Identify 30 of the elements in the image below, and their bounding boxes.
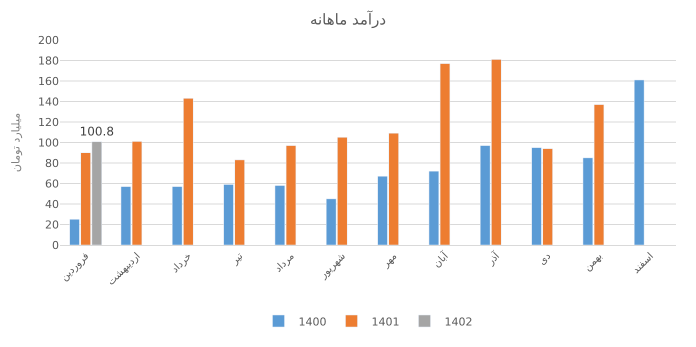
y-tick-label: 120 — [38, 116, 59, 129]
bar — [634, 80, 644, 245]
y-tick-label: 60 — [45, 177, 59, 190]
x-tick-label: فروردین — [58, 250, 92, 284]
x-tick-label: اسفند — [630, 250, 656, 276]
y-tick-label: 140 — [38, 95, 59, 108]
y-tick-label: 40 — [45, 198, 59, 211]
x-tick-label: مهر — [380, 250, 400, 270]
chart-title: درآمد ماهانه — [310, 9, 386, 28]
y-tick-label: 160 — [38, 74, 59, 88]
x-tick-label: آذر — [484, 248, 503, 268]
x-tick-label: اردیبهشت — [106, 250, 143, 288]
x-tick-label: مرداد — [272, 250, 297, 275]
legend-label: 1402 — [444, 315, 472, 328]
y-axis-title: میلیارد تومان — [10, 112, 23, 172]
legend-label: 1401 — [372, 315, 400, 328]
y-tick-label: 0 — [52, 238, 59, 252]
x-tick-label: شهریور — [317, 250, 348, 282]
legend-label: 1400 — [298, 315, 326, 328]
x-tick-label: تیر — [228, 250, 246, 268]
x-tick-label: خرداد — [170, 250, 194, 276]
x-tick-label: بهمن — [582, 250, 605, 274]
y-tick-label: 180 — [38, 54, 59, 68]
y-tick-label: 20 — [45, 218, 59, 232]
x-tick-label: دی — [536, 250, 554, 268]
y-tick-label: 80 — [45, 156, 59, 170]
x-tick-label: آبان — [430, 248, 452, 270]
y-tick-label: 100 — [38, 136, 59, 150]
y-tick-label: 200 — [38, 34, 59, 47]
data-label: 100.8 — [80, 124, 114, 139]
